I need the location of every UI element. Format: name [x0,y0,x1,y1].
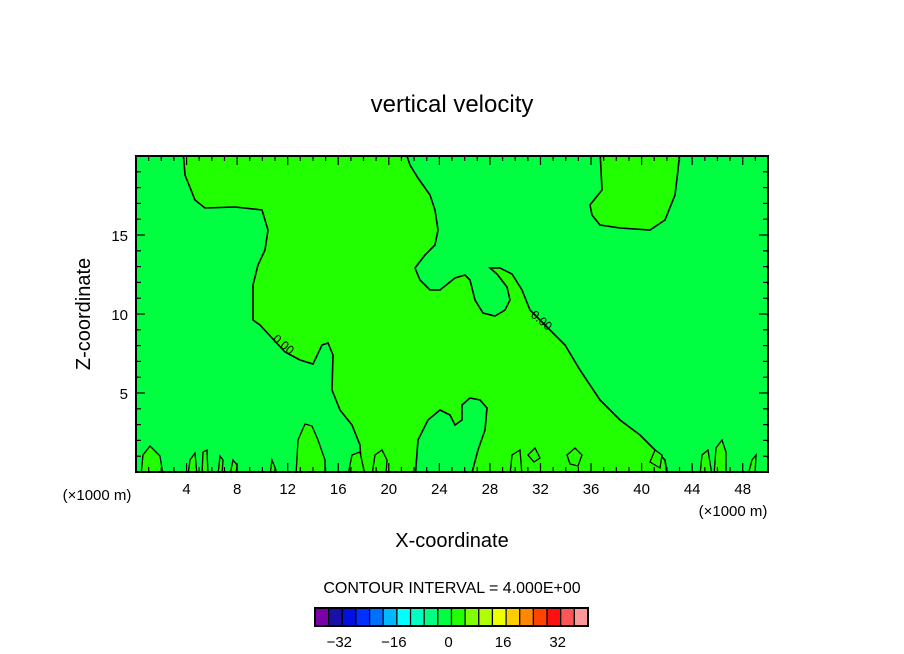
chart-title: vertical velocity [371,91,534,118]
x-tick-label: 40 [633,481,650,498]
colorbar-swatch [369,607,384,627]
x-tick-label: 8 [233,481,241,498]
colorbar-swatch [328,607,343,627]
x-unit-label-left: (×1000 m) [63,487,132,504]
colorbar-swatch [505,607,521,627]
x-tick-label: 44 [684,481,701,498]
colorbar-swatch [573,607,589,627]
y-tick-label: 5 [120,386,128,403]
colorbar-labels: −32 −16 0 16 32 [327,634,566,651]
contour-fields [140,156,757,472]
x-tick-label: 20 [380,481,397,498]
contour-interval-text: CONTOUR INTERVAL = 4.000E+00 [323,580,580,597]
x-tick-label: 24 [431,481,448,498]
colorbar-label: −32 [327,634,352,651]
colorbar-label: 0 [444,634,452,651]
colorbar-swatch [464,607,480,627]
colorbar-frame [314,607,589,627]
colorbar-label: 32 [549,634,566,651]
colorbar-swatch [560,607,575,627]
y-axis-label: Z-coordinate [73,258,95,370]
colorbar-label: 16 [495,634,512,651]
colorbar-swatch [409,607,425,627]
colorbar-swatch [450,607,466,627]
colorbar-swatch [478,607,494,627]
positive-region-main [182,156,668,472]
colorbar-swatch [355,607,371,627]
colorbar-swatch [382,607,398,627]
colorbar-swatch [491,607,507,627]
colorbar-swatch [546,607,562,627]
surface-cells [140,423,757,472]
colorbar-swatch [314,607,330,627]
x-tick-label: 36 [583,481,600,498]
x-tick-label: 32 [532,481,549,498]
x-tick-label: 16 [330,481,347,498]
colorbar [314,607,589,627]
negative-region-bottom [414,397,488,472]
colorbar-label: −16 [381,634,406,651]
x-tick-label: 4 [182,481,190,498]
colorbar-swatch [341,607,357,627]
axis-ticks [136,156,768,472]
x-unit-label-right: (×1000 m) [699,503,768,520]
y-tick-label: 15 [111,228,128,245]
colorbar-swatch [519,607,534,627]
positive-region-top-right [589,156,681,231]
x-tick-label: 28 [482,481,499,498]
x-axis-label: X-coordinate [395,530,508,552]
y-tick-label: 10 [111,307,128,324]
colorbar-swatch [437,607,453,627]
x-tick-label: 48 [734,481,751,498]
colorbar-swatch [396,607,412,627]
colorbar-swatch [532,607,548,627]
x-tick-label: 12 [279,481,296,498]
colorbar-swatch [423,607,439,627]
